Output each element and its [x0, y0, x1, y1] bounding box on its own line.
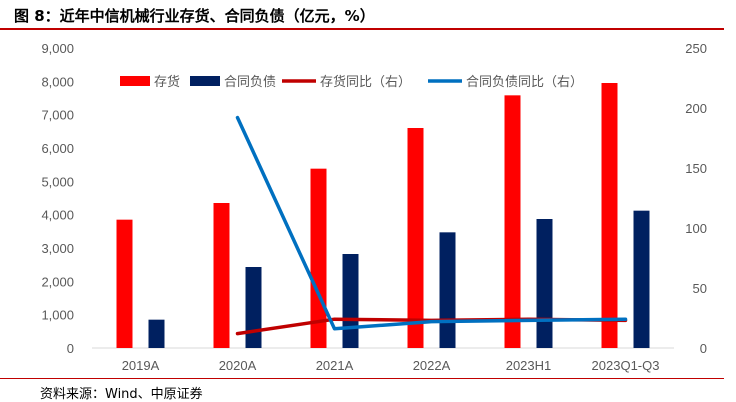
- y-right-tick-label: 0: [700, 341, 707, 356]
- y-right-tick-label: 150: [685, 161, 707, 176]
- bar-inventory: [601, 83, 618, 348]
- bar-inventory: [504, 95, 521, 348]
- bar-contract-liabilities: [245, 267, 262, 348]
- legend-label: 存货: [154, 74, 180, 90]
- y-left-axis: 0 1,000 2,000 3,000 4,000 5,000 6,000 7,000 8,00…: [41, 41, 74, 356]
- y-right-tick-label: 50: [693, 281, 707, 296]
- bar-contract-liabilities: [439, 232, 456, 348]
- x-tick-label: 2023Q1-Q3: [592, 358, 660, 373]
- y-left-tick-label: 8,000: [41, 74, 74, 89]
- legend-inventory-yoy: 存货同比（右）: [282, 74, 411, 90]
- x-tick-label: 2020A: [219, 358, 257, 373]
- y-right-tick-label: 100: [685, 221, 707, 236]
- y-left-tick-label: 7,000: [41, 108, 74, 123]
- bar-contract-liabilities: [148, 319, 165, 348]
- y-left-tick-label: 0: [67, 341, 74, 356]
- x-axis: 2019A 2020A 2021A 2022A 2023H1 2023Q1-Q3: [122, 358, 660, 373]
- legend: 存货 合同负债 存货同比（右） 合同负债同比（右）: [120, 74, 583, 90]
- y-right-tick-label: 250: [685, 41, 707, 56]
- legend-contract-liabilities: 合同负债: [190, 75, 276, 90]
- chart: 0 1,000 2,000 3,000 4,000 5,000 6,000 7,000 8,00…: [41, 41, 707, 373]
- y-left-tick-label: 3,000: [41, 241, 74, 256]
- legend-inventory: 存货: [120, 74, 180, 90]
- y-left-tick-label: 9,000: [41, 41, 74, 56]
- x-tick-label: 2019A: [122, 358, 160, 373]
- y-right-tick-label: 200: [685, 101, 707, 116]
- x-tick-label: 2023H1: [506, 358, 552, 373]
- source-note: 资料来源：Wind、中原证券: [40, 387, 203, 402]
- legend-contract-liabilities-yoy: 合同负债同比（右）: [428, 75, 583, 90]
- title-rule: [0, 28, 724, 30]
- legend-label: 合同负债: [224, 75, 276, 90]
- bar-inventory: [116, 219, 133, 348]
- y-left-tick-label: 4,000: [41, 208, 74, 223]
- legend-label: 合同负债同比（右）: [466, 75, 583, 90]
- bars: [116, 83, 650, 348]
- figure-title: 图 8：近年中信机械行业存货、合同负债（亿元，%）: [14, 7, 375, 25]
- y-right-axis: 0 50 100 150 200 250: [685, 41, 707, 356]
- source-rule: [0, 378, 724, 379]
- y-left-tick-label: 6,000: [41, 141, 74, 156]
- y-left-tick-label: 1,000: [41, 308, 74, 323]
- lines: [235, 115, 628, 336]
- legend-swatch: [190, 76, 220, 86]
- x-tick-label: 2021A: [316, 358, 354, 373]
- line-contract-liabilities-yoy: [235, 115, 628, 331]
- bar-inventory: [407, 128, 424, 348]
- figure-title-bar: 图 8：近年中信机械行业存货、合同负债（亿元，%）: [0, 0, 736, 29]
- bar-contract-liabilities: [536, 219, 553, 348]
- bar-inventory: [213, 203, 230, 348]
- legend-swatch: [120, 76, 150, 86]
- legend-label: 存货同比（右）: [320, 74, 411, 90]
- y-left-tick-label: 2,000: [41, 274, 74, 289]
- bar-contract-liabilities: [342, 254, 359, 348]
- x-tick-label: 2022A: [413, 358, 451, 373]
- bar-contract-liabilities: [633, 210, 650, 348]
- y-left-tick-label: 5,000: [41, 174, 74, 189]
